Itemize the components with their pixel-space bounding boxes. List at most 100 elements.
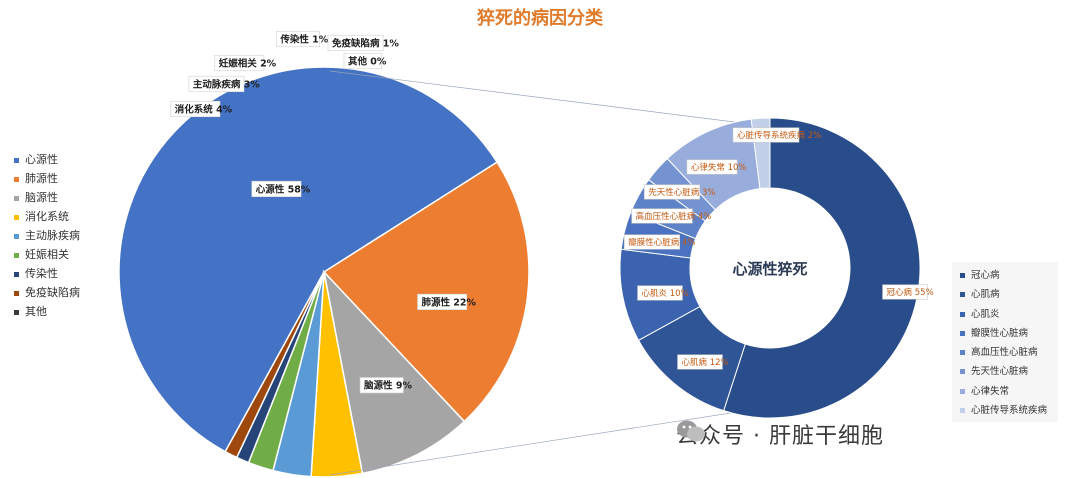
donut-legend-item-3: 瓣膜性心脏病 [952,324,1058,343]
pie-label-6: 传染性 1% [276,30,329,48]
svg-text:免疫缺陷病 1%: 免疫缺陷病 1% [332,37,399,49]
donut-legend-item-6: 心律失常 [952,382,1058,401]
zoom-connector-top [329,70,751,125]
watermark-text: 公众号 · 肝脏干细胞 [676,424,884,449]
legend-item-2: 脑源性 [14,188,80,207]
legend-item-7: 免疫缺陷病 [14,283,80,302]
donut-legend-swatch-6 [960,388,965,394]
legend-item-6: 传染性 [14,264,80,283]
legend-donut: 冠心病心肌病心肌炎瓣膜性心脏病 高血压性心脏病 先天性心脏病 心律失常心脏传导系统疾病 [952,262,1058,422]
pie-label-1: 肺源性 22% [417,293,477,310]
donut-legend-label-5: 先天性心脏病 [971,366,1029,378]
donut-label-1: 心肌病 12% [677,354,729,370]
donut-slice-0 [723,117,921,419]
legend-label-7: 免疫缺陷病 [25,286,80,299]
svg-text:先天性心脏病 3%: 先天性心脏病 3% [648,187,715,198]
svg-text:高血压性心脏病 4%: 高血压性心脏病 4% [636,211,712,222]
svg-text:瓣膜性心脏病 4%: 瓣膜性心脏病 4% [628,237,695,248]
pie-slice-2 [322,269,466,475]
legend-swatch-1 [14,176,19,182]
legend-label-6: 传染性 [25,267,58,280]
legend-swatch-3 [14,214,19,220]
pie-label-4: 主动脉疾病 3% [188,75,260,93]
svg-text:脑源性 9%: 脑源性 9% [363,380,412,392]
svg-text:心源性 58%: 心源性 58% [256,183,311,195]
svg-text:心脏传导系统疾病 2%: 心脏传导系统疾病 2% [737,130,821,141]
donut-legend-item-1: 心肌病 [952,285,1058,304]
legend-swatch-4 [14,233,19,239]
legend-label-8: 其他 [25,305,47,318]
legend-item-4: 主动脉疾病 [14,226,80,245]
legend-swatch-0 [14,157,19,163]
donut-center-title: 心源性猝死 [732,260,807,278]
pie-label-0: 心源性 58% [251,180,311,198]
donut-legend-label-1: 心肌病 [971,289,1000,301]
legend-item-1: 肺源性 [14,169,80,188]
svg-text:妊娠相关 2%: 妊娠相关 2% [219,57,277,69]
legend-main: 心源性肺源性脑源性消化系统主动脉疾病妊娠相关传染性免疫缺陷病其他 [14,150,80,321]
pie-label-5: 妊娠相关 2% [214,54,277,72]
pie-label-7: 免疫缺陷病 1% [327,34,399,52]
pie-label-2: 脑源性 9% [359,377,412,394]
pie-slice-1 [322,161,530,423]
legend-label-2: 脑源性 [25,191,58,204]
svg-text:心肌病 12%: 心肌病 12% [682,357,729,368]
watermark: 公众号 · 肝脏干细胞 [676,418,884,450]
svg-text:传染性 1%: 传染性 1% [279,33,328,45]
donut-legend-swatch-1 [960,292,965,298]
legend-label-5: 妊娠相关 [25,248,69,261]
donut-legend-item-5: 先天性心脏病 [952,362,1058,381]
donut-legend-item-2: 心肌炎 [952,305,1058,324]
svg-text:心肌炎 10%: 心肌炎 10% [642,289,689,299]
donut-legend-item-4: 高血压性心脏病 [952,343,1058,362]
donut-label-7: 心脏传导系统疾病 2% [732,127,821,143]
legend-item-5: 妊娠相关 [14,245,80,264]
chart-title: 猝死的病因分类 [477,8,603,29]
donut-legend-item-0: 冠心病 [952,266,1058,285]
legend-item-8: 其他 [14,302,80,321]
donut-legend-label-2: 心肌炎 [971,308,1000,320]
donut-legend-swatch-7 [960,408,965,414]
svg-text:心律失常 10%: 心律失常 10% [691,162,747,173]
legend-swatch-5 [14,252,19,258]
legend-swatch-2 [14,195,19,201]
legend-label-4: 主动脉疾病 [25,229,80,242]
zoom-connector-bottom [329,409,751,476]
donut-label-3: 瓣膜性心脏病 4% [623,234,695,250]
donut-label-6: 心律失常 10% [686,159,747,175]
donut-legend-label-4: 高血压性心脏病 [971,347,1038,359]
donut-legend-label-3: 瓣膜性心脏病 [971,327,1029,339]
donut-legend-item-7: 心脏传导系统疾病 [952,401,1058,420]
svg-text:消化系统 4%: 消化系统 4% [175,103,233,115]
donut-label-4: 高血压性心脏病 4% [631,208,712,224]
legend-swatch-6 [14,271,19,277]
legend-label-1: 肺源性 [25,172,58,185]
wechat-icon [677,420,705,442]
legend-swatch-7 [14,290,19,296]
pie-label-8: 其他 0% [343,52,387,70]
donut-legend-swatch-0 [960,273,965,278]
donut-legend-swatch-3 [960,330,965,336]
donut-legend-swatch-2 [960,311,965,317]
legend-label-0: 心源性 [25,153,58,166]
svg-text:其他 0%: 其他 0% [348,55,387,67]
donut-label-0: 冠心病 55% [882,284,934,300]
legend-swatch-8 [14,309,19,315]
donut-legend-swatch-4 [960,350,965,356]
pie-slice-0 [118,66,499,453]
pie-label-3: 消化系统 4% [170,100,233,118]
donut-legend-label-6: 心律失常 [971,385,1010,397]
donut-legend-label-7: 心脏传导系统疾病 [971,405,1048,417]
donut-label-5: 先天性心脏病 3% [643,184,715,200]
donut-label-2: 心肌炎 10% [637,285,689,301]
donut-legend-label-0: 冠心病 [971,270,1000,281]
svg-text:主动脉疾病 3%: 主动脉疾病 3% [193,78,260,90]
legend-item-0: 心源性 [14,150,80,169]
donut-legend-swatch-5 [960,369,965,375]
legend-label-3: 消化系统 [25,210,69,223]
legend-item-3: 消化系统 [14,207,80,226]
svg-text:肺源性 22%: 肺源性 22% [420,296,476,308]
svg-text:冠心病 55%: 冠心病 55% [887,287,934,298]
pie-slice-7 [224,271,325,459]
